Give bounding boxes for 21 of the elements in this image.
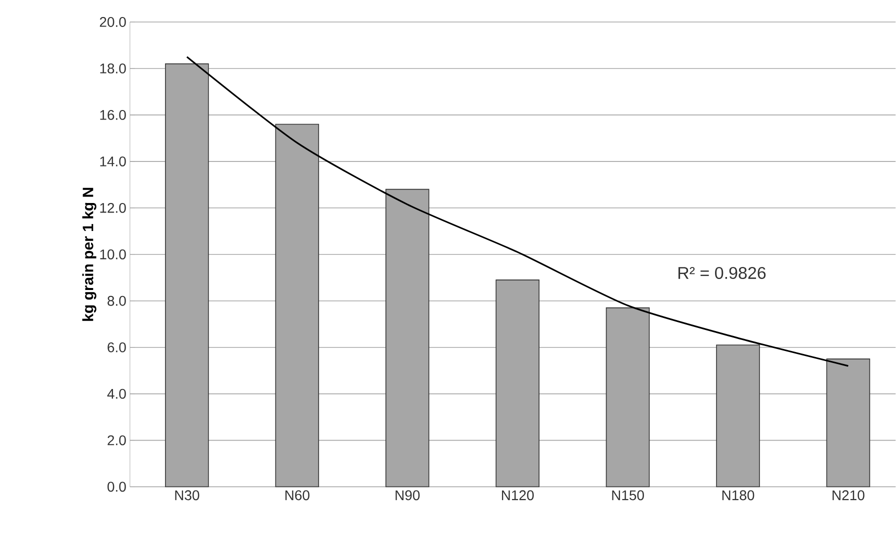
y-tick-label: 4.0 bbox=[107, 388, 126, 399]
y-tick-label: 10.0 bbox=[100, 250, 126, 260]
y-tick-label: 2.0 bbox=[108, 435, 126, 446]
x-tick-label: N120 bbox=[502, 490, 534, 500]
y-tick-label: 20.0 bbox=[100, 17, 126, 28]
x-tick-label: N150 bbox=[612, 490, 644, 500]
x-tick-label: N60 bbox=[285, 490, 310, 500]
annotation: R² = 0.9826 bbox=[678, 267, 766, 280]
x-tick-label: N180 bbox=[722, 490, 754, 500]
y-tick-label: 12.0 bbox=[100, 203, 126, 213]
y-tick-label: 18.0 bbox=[100, 64, 126, 74]
x-tick-label: N30 bbox=[175, 490, 200, 500]
y-tick-label: 0.0 bbox=[108, 482, 126, 492]
y-tick-label: 8.0 bbox=[108, 296, 126, 306]
x-tick-label: N210 bbox=[832, 490, 864, 500]
x-tick-label: N90 bbox=[396, 490, 420, 500]
y-tick-label: 16.0 bbox=[100, 110, 126, 120]
y-tick-label: 6.0 bbox=[108, 342, 126, 352]
y-axis-title: kg grain per 1 kg N bbox=[82, 188, 96, 321]
line-series bbox=[186, 56, 850, 367]
y-tick-label: 14.0 bbox=[100, 156, 126, 167]
